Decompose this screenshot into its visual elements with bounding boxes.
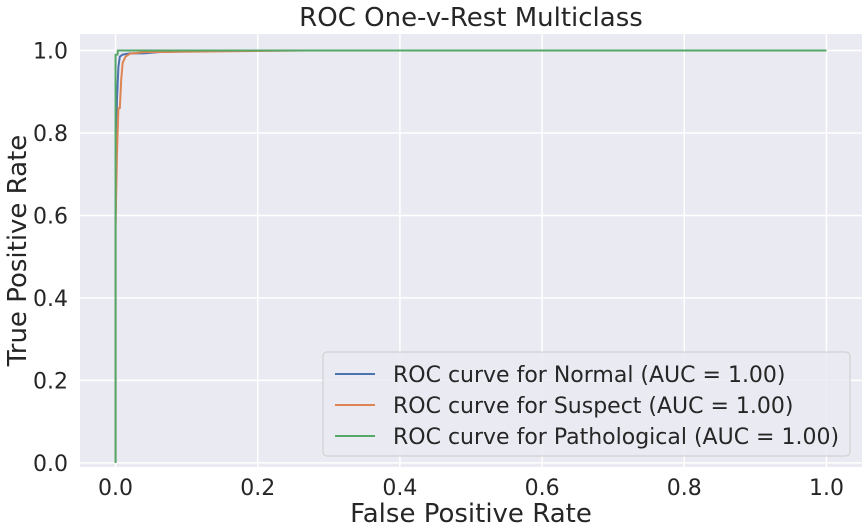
legend-box (322, 351, 851, 457)
x-axis-label: False Positive Rate (350, 499, 592, 529)
legend-entry: ROC curve for Pathological (AUC = 1.00) (393, 425, 839, 450)
y-tick-label: 0.0 (33, 452, 68, 477)
y-tick-label: 0.2 (33, 369, 68, 394)
x-tick-label: 0.8 (667, 476, 702, 501)
y-axis-label: True Positive Rate (3, 135, 33, 368)
y-tick-label: 1.0 (33, 39, 68, 64)
y-tick-label: 0.6 (33, 204, 68, 229)
y-tick-label: 0.4 (33, 287, 68, 312)
chart-title: ROC One-v-Rest Multiclass (299, 3, 643, 33)
roc-curve-1 (114, 49, 827, 463)
x-tick-label: 0.2 (240, 476, 275, 501)
x-tick-label: 1.0 (809, 476, 844, 501)
x-tick-label: 0.0 (98, 476, 133, 501)
y-tick-label: 0.8 (33, 122, 68, 147)
x-tick-label: 0.6 (525, 476, 560, 501)
legend-entry: ROC curve for Normal (AUC = 1.00) (393, 363, 786, 388)
roc-curve-2 (114, 49, 827, 463)
legend-entry: ROC curve for Suspect (AUC = 1.00) (393, 394, 794, 419)
y-tick-labels: 0.0 0.2 0.4 0.6 0.8 1.0 (33, 39, 68, 476)
legend: ROC curve for Normal (AUC = 1.00) ROC cur… (322, 351, 851, 457)
x-tick-label: 0.4 (382, 476, 417, 501)
roc-curves (114, 49, 827, 463)
x-tick-labels: 0.0 0.2 0.4 0.6 0.8 1.0 (98, 476, 844, 501)
